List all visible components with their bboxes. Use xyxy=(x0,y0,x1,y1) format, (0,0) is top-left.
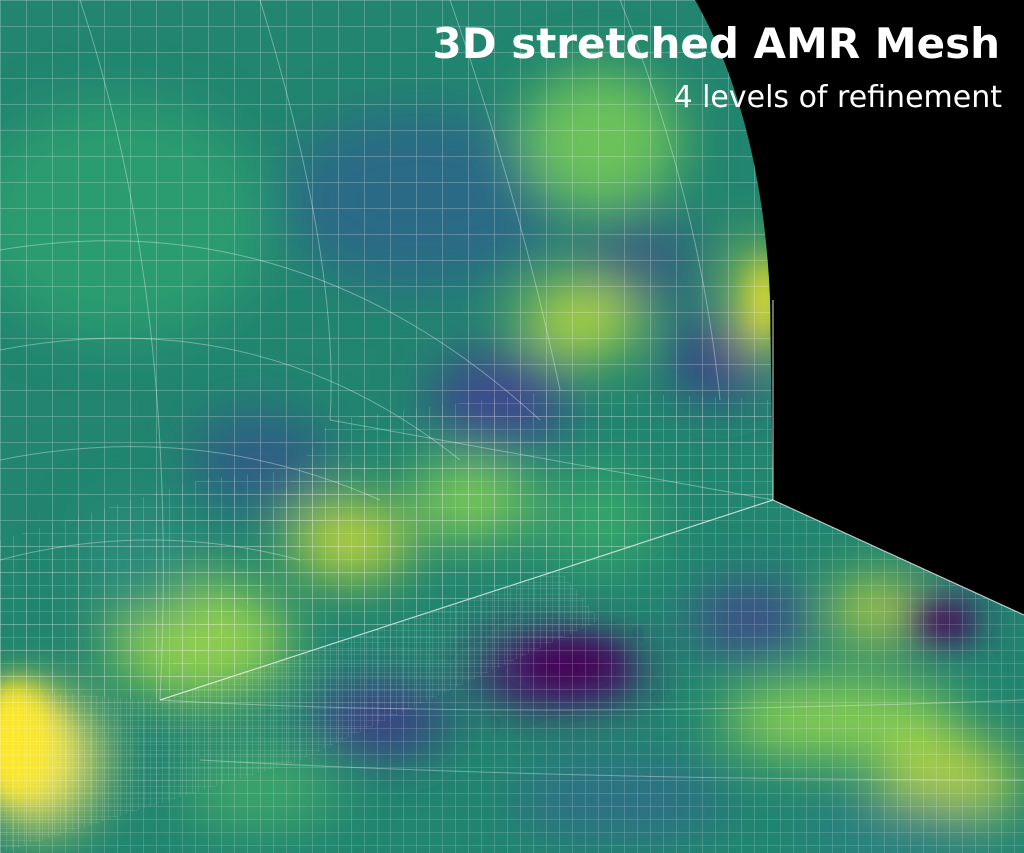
figure-subtitle: 4 levels of refinement xyxy=(673,80,1002,115)
mesh-arcs xyxy=(0,0,1024,781)
block-edges xyxy=(159,300,1024,701)
figure-title: 3D stretched AMR Mesh xyxy=(432,19,1000,68)
